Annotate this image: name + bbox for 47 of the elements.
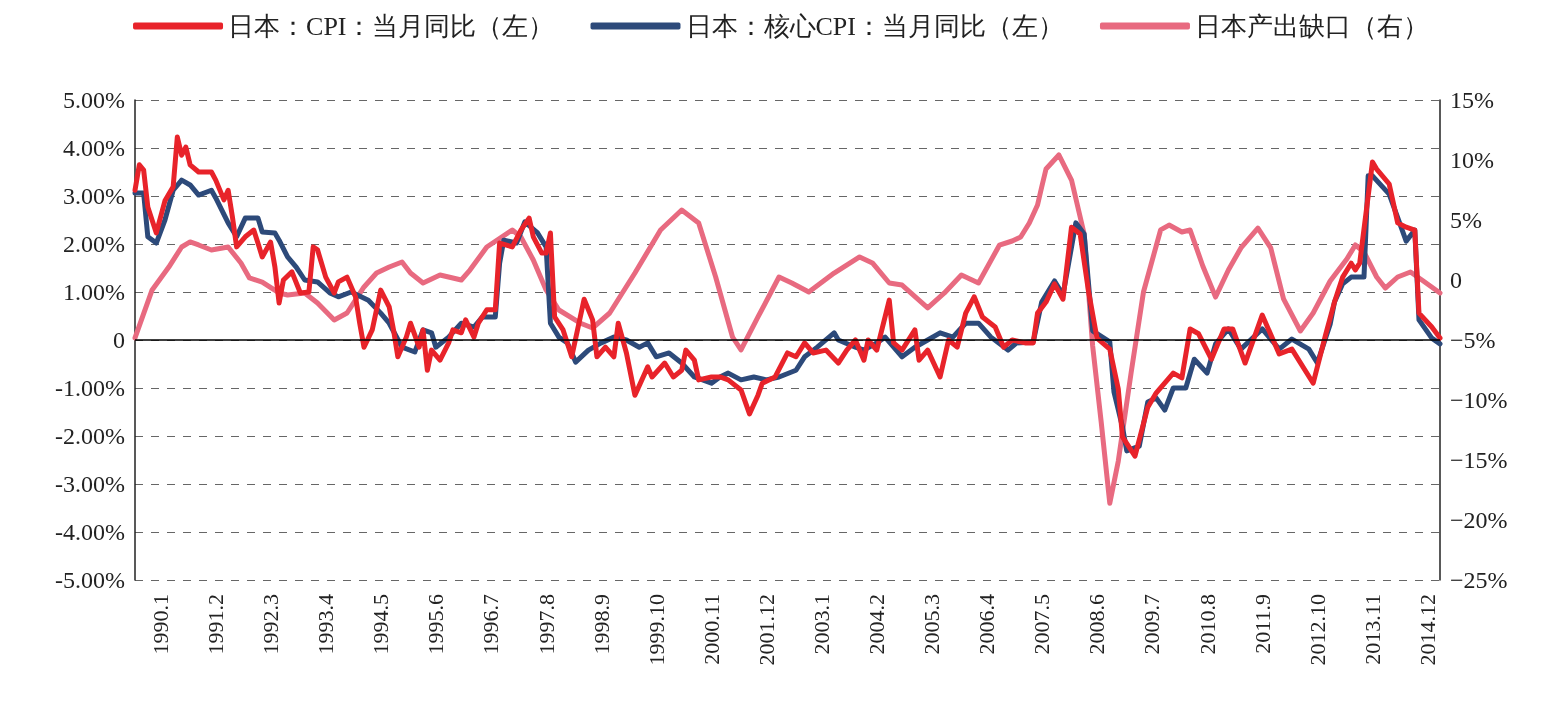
x-tick-label: 1997.8 xyxy=(533,594,559,655)
x-tick-label: 2008.6 xyxy=(1084,594,1110,655)
x-tick-label: 2003.1 xyxy=(809,594,835,655)
y2-tick-label: −15% xyxy=(1450,447,1508,473)
y-tick-label: 5.00% xyxy=(63,87,125,113)
y-tick-label: 3.00% xyxy=(63,183,125,209)
y-tick-label: -4.00% xyxy=(55,519,126,545)
x-tick-label: 2009.7 xyxy=(1139,594,1165,655)
y-tick-label: 4.00% xyxy=(63,135,125,161)
y2-tick-label: 10% xyxy=(1450,147,1494,173)
y-tick-label: 2.00% xyxy=(63,231,125,257)
x-tick-label: 1999.10 xyxy=(643,594,669,666)
y2-tick-label: 0 xyxy=(1450,267,1462,293)
x-tick-label: 2004.2 xyxy=(864,594,890,655)
legend-label: 日本：核心CPI：当月同比（左） xyxy=(685,11,1064,41)
x-tick-label: 2012.10 xyxy=(1304,594,1330,666)
y2-tick-label: 5% xyxy=(1450,207,1482,233)
y-tick-label: 0 xyxy=(113,327,125,353)
x-tick-label: 1991.2 xyxy=(203,594,229,655)
x-tick-label: 2011.9 xyxy=(1249,594,1275,654)
x-tick-label: 2001.12 xyxy=(753,594,779,666)
x-tick-label: 2007.5 xyxy=(1029,594,1055,655)
x-tick-label: 1990.1 xyxy=(148,594,174,655)
y-tick-label: -2.00% xyxy=(55,423,126,449)
y-tick-label: -5.00% xyxy=(55,567,126,593)
y-tick-label: -3.00% xyxy=(55,471,126,497)
x-tick-label: 1998.9 xyxy=(588,594,614,655)
y-tick-label: -1.00% xyxy=(55,375,126,401)
x-tick-label: 1993.4 xyxy=(313,594,339,655)
x-tick-label: 2014.12 xyxy=(1414,594,1440,666)
legend-label: 日本产出缺口（右） xyxy=(1194,11,1429,41)
y-tick-label: 1.00% xyxy=(63,279,125,305)
y2-tick-label: −5% xyxy=(1450,327,1496,353)
x-tick-label: 2005.3 xyxy=(919,594,945,655)
x-tick-label: 2006.4 xyxy=(974,594,1000,655)
x-tick-label: 1995.6 xyxy=(423,594,449,655)
x-tick-label: 2010.8 xyxy=(1194,594,1220,655)
x-tick-label: 2013.11 xyxy=(1359,594,1385,665)
y2-tick-label: −20% xyxy=(1450,507,1508,533)
y2-tick-label: −10% xyxy=(1450,387,1508,413)
x-tick-label: 1996.7 xyxy=(478,594,504,655)
x-tick-label: 1992.3 xyxy=(258,594,284,655)
x-tick-label: 2000.11 xyxy=(698,594,724,665)
x-tick-label: 1994.5 xyxy=(368,594,394,655)
legend-label: 日本：CPI：当月同比（左） xyxy=(228,11,555,41)
y2-tick-label: 15% xyxy=(1450,87,1494,113)
y2-tick-label: −25% xyxy=(1450,567,1508,593)
